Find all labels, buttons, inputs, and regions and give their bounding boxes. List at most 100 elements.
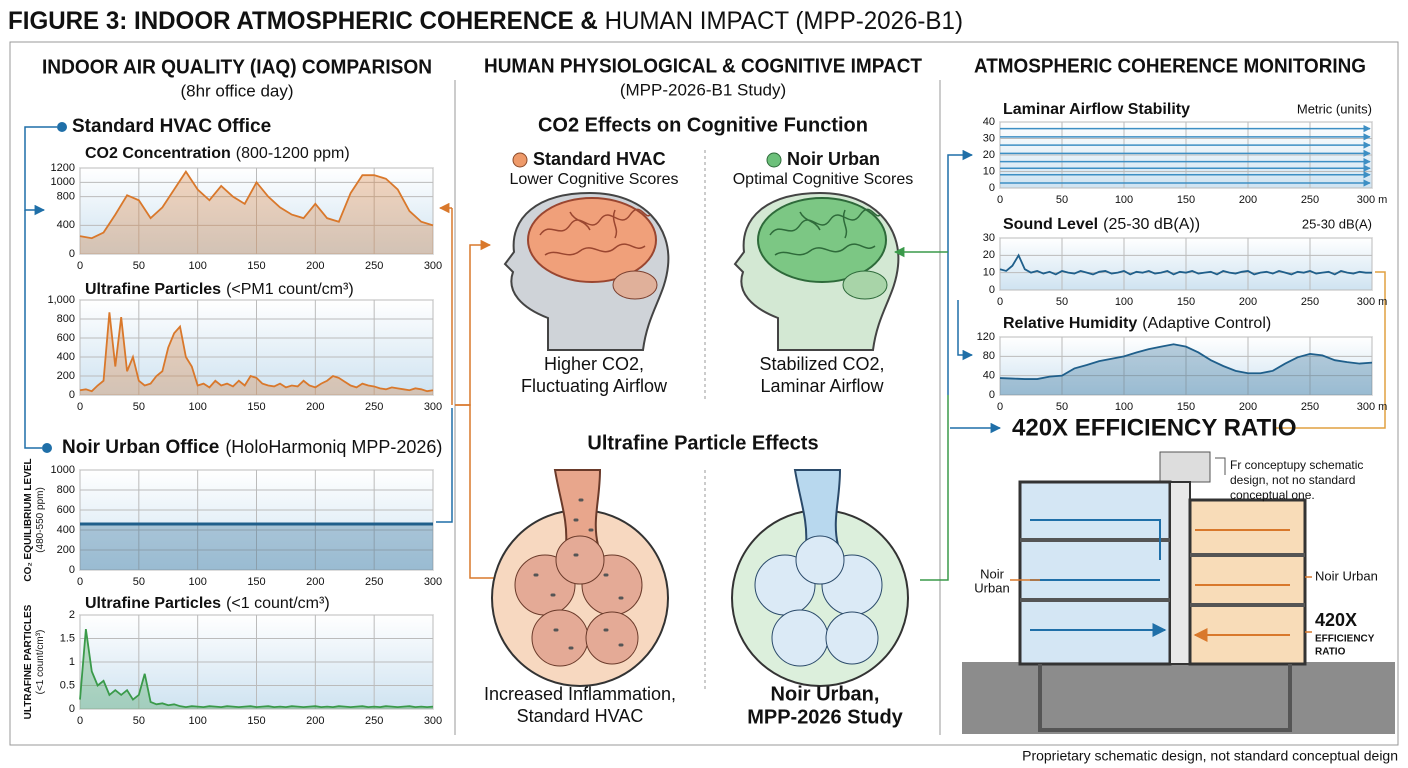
panel-title: INDOOR AIR QUALITY (IAQ) COMPARISON xyxy=(42,56,432,78)
group-sub: Lower Cognitive Scores xyxy=(510,171,679,188)
x-tick-label: 200 xyxy=(1239,296,1257,308)
title-bold: FIGURE 3: INDOOR ATMOSPHERIC COHERENCE & xyxy=(8,7,598,35)
y-tick-label: 600 xyxy=(57,504,75,516)
y-tick-label: 20 xyxy=(983,149,995,161)
particles xyxy=(533,498,624,650)
roof-unit xyxy=(1159,451,1211,483)
lung-illustration xyxy=(491,469,669,687)
line xyxy=(999,343,1373,380)
alveolus xyxy=(771,609,829,667)
x-tick-label: 150 xyxy=(247,715,265,727)
y-tick-label: 0.5 xyxy=(60,679,75,691)
frame xyxy=(9,41,1399,746)
x-tick-label: 300 xyxy=(424,715,442,727)
x-tick-label: 50 xyxy=(1056,296,1068,308)
x-tick-label: 250 xyxy=(365,576,383,588)
x-tick-label: 200 xyxy=(306,260,324,272)
x-tick-label: 200 xyxy=(1239,401,1257,413)
brain-folds xyxy=(539,208,651,256)
brain-folds xyxy=(769,208,881,256)
chart-title: Laminar Airflow Stability xyxy=(1003,101,1190,118)
group-sub: Optimal Cognitive Scores xyxy=(733,171,914,188)
x-tick-label: 50 xyxy=(133,715,145,727)
y-axis-label-line: (<1 count/cm³) xyxy=(35,630,46,695)
x-tick-label: 0 xyxy=(77,401,83,413)
y-tick-label: 120 xyxy=(977,331,995,343)
alveolus xyxy=(825,611,879,665)
y-tick-label: 200 xyxy=(57,544,75,556)
x-tick-label: 0 xyxy=(77,576,83,588)
line xyxy=(79,628,434,709)
bullet xyxy=(42,443,52,453)
x-tick-label: 250 xyxy=(1301,194,1319,206)
panel-subtitle: (MPP-2026-B1 Study) xyxy=(620,80,786,99)
y-tick-label: 1.5 xyxy=(60,632,75,644)
x-tick-label: 200 xyxy=(306,401,324,413)
y-tick-label: 1000 xyxy=(51,176,75,188)
area xyxy=(80,629,433,709)
y-tick-label: 0 xyxy=(989,389,995,401)
y-tick-label: 0 xyxy=(69,564,75,576)
y-tick-label: 30 xyxy=(983,132,995,144)
y-tick-label: 0 xyxy=(69,389,75,401)
building-label: Noir Urban xyxy=(1315,568,1378,583)
line xyxy=(79,169,434,240)
x-tick-label: 100 xyxy=(1115,296,1133,308)
y-axis-label-line: CO₂ EQUILIBRIUM LEVEL xyxy=(23,458,34,581)
x-tick-label: 100 xyxy=(1115,401,1133,413)
x-tick-label: 150 xyxy=(1177,401,1195,413)
y-tick-label: 30 xyxy=(983,232,995,244)
efficiency-ratio: 420X EFFICIENCY RATIO xyxy=(1012,414,1297,441)
y-tick-label: 80 xyxy=(983,350,995,362)
caption: Laminar Airflow xyxy=(760,376,884,396)
caption: Standard HVAC xyxy=(517,706,644,726)
alveolus xyxy=(555,535,605,585)
connector xyxy=(24,210,42,449)
chart-subtitle: (800-1200 ppm) xyxy=(236,145,350,162)
caption: Noir Urban, xyxy=(771,683,880,705)
airflow xyxy=(1030,519,1165,630)
chart-title: Relative Humidity (Adaptive Control) xyxy=(1003,315,1271,332)
connector xyxy=(920,395,949,581)
connector xyxy=(947,149,974,395)
y-tick-label: 0 xyxy=(989,182,995,194)
chart-title-main: Ultrafine Particles xyxy=(85,281,221,298)
note: design, not no standard xyxy=(1230,473,1355,487)
x-tick-label: 200 xyxy=(1239,194,1257,206)
chart-title: Sound Level (25-30 dB(A)) xyxy=(1003,216,1200,233)
connector xyxy=(1275,271,1386,429)
building-label: Noir xyxy=(980,566,1005,581)
x-tick-label: 250 xyxy=(365,715,383,727)
chart-subtitle: (<PM1 count/cm³) xyxy=(226,281,354,298)
y-tick-label: 800 xyxy=(57,484,75,496)
x-tick-label: 300 m xyxy=(1357,401,1388,413)
x-tick-label: 200 xyxy=(306,576,324,588)
y-tick-label: 2 xyxy=(69,609,75,621)
chart-title-main: Laminar Airflow Stability xyxy=(1003,101,1190,118)
connector xyxy=(455,239,492,406)
head-illustration xyxy=(733,191,900,351)
y-axis-label: ULTRAFINE PARTICLES(<1 count/cm³) xyxy=(23,604,46,719)
chart-title-main: Relative Humidity xyxy=(1003,315,1137,332)
building-schematic xyxy=(962,451,1395,734)
x-tick-label: 100 xyxy=(188,715,206,727)
chart-note: Metric (units) xyxy=(1297,101,1372,116)
airflow xyxy=(1195,529,1290,635)
floors xyxy=(1020,538,1305,732)
x-tick-label: 100 xyxy=(188,260,206,272)
alveolus xyxy=(795,535,845,585)
x-tick-label: 250 xyxy=(1301,401,1319,413)
x-tick-label: 150 xyxy=(247,576,265,588)
y-axis-label-line: ULTRAFINE PARTICLES xyxy=(23,604,34,719)
lung-illustration xyxy=(731,469,909,687)
x-tick-label: 50 xyxy=(133,401,145,413)
chart-subtitle: (25-30 dB(A)) xyxy=(1103,216,1200,233)
x-tick-label: 300 xyxy=(424,576,442,588)
title-rest: HUMAN IMPACT (MPP-2026-B1) xyxy=(605,7,963,35)
section-note: (HoloHarmoniq MPP-2026) xyxy=(225,437,442,457)
x-tick-label: 100 xyxy=(188,401,206,413)
ground xyxy=(962,662,1395,734)
x-tick-label: 300 xyxy=(424,260,442,272)
